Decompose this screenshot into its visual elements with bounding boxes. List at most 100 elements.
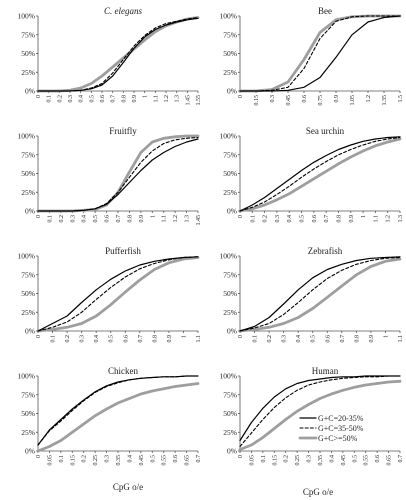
x-tick-label: 1 (383, 335, 389, 338)
x-tick-label: 0.75 (318, 95, 324, 106)
y-tick-label: 25% (21, 68, 35, 77)
legend-label-0: G+C=20-35% (318, 414, 364, 423)
x-tick-label: 0.3 (80, 335, 86, 343)
x-tick-label: 0.4 (329, 455, 335, 463)
x-tick-label: 0.6 (375, 455, 381, 463)
x-tick-label: 0.6 (123, 335, 129, 343)
x-tick-label: 1.1 (162, 215, 168, 223)
y-tick-label: 50% (223, 289, 237, 298)
x-tick-label: 0.25 (93, 455, 99, 466)
x-tick-label: 1.3 (185, 215, 191, 223)
x-tick-label: 0.1 (59, 455, 65, 463)
y-tick-label: 100% (220, 132, 238, 141)
series-line-2 (238, 137, 402, 213)
x-tick-label: 1.3 (398, 215, 404, 223)
x-tick-label: 0.3 (70, 215, 76, 223)
x-tick-label: 0.6 (312, 215, 318, 223)
x-tick-label: 0.9 (369, 335, 375, 343)
x-tick-label: 1.2 (164, 95, 170, 103)
x-tick-label: 1 (150, 215, 156, 218)
x-tick-label: 0 (36, 335, 42, 338)
x-tick-label: 0.5 (109, 335, 115, 343)
y-tick-label: 25% (223, 428, 237, 437)
x-tick-label: 0 (238, 455, 244, 458)
y-tick-label: 75% (223, 270, 237, 279)
x-tick-label: 0.45 (139, 455, 145, 466)
x-tick-label: 0.4 (82, 215, 88, 223)
x-tick-label: 0.4 (296, 335, 302, 343)
x-tick-label: 1.05 (350, 95, 356, 106)
y-tick-label: 75% (21, 390, 35, 399)
x-tick-label: 0.9 (167, 335, 173, 343)
x-tick-label: 0.8 (152, 335, 158, 343)
y-tick-label: 100% (18, 12, 36, 21)
x-tick-label: 0.2 (59, 215, 65, 223)
series-line-0 (37, 17, 199, 92)
y-tick-label: 75% (223, 30, 237, 39)
x-tick-label: 1.1 (153, 95, 159, 103)
x-tick-label: 0.6 (325, 335, 331, 343)
x-tick-label: 0.6 (302, 95, 308, 103)
x-tick-label: 1.45 (185, 95, 191, 106)
y-tick-label: 50% (21, 49, 35, 58)
x-tick-label: 0.1 (253, 335, 259, 343)
x-tick-label: 0.2 (82, 455, 88, 463)
x-tick-label: 0.7 (116, 215, 122, 223)
x-tick-label: 0.8 (354, 335, 360, 343)
series-line-0 (37, 138, 199, 212)
y-tick-label: 25% (21, 308, 35, 317)
x-tick-label: 1 (181, 335, 187, 338)
x-tick-label: 0.1 (261, 455, 267, 463)
series-line-0 (239, 15, 401, 92)
y-tick-label: 50% (223, 49, 237, 58)
x-tick-label: 0.7 (398, 455, 404, 463)
x-tick-label: 0.3 (270, 95, 276, 103)
y-tick-label: 25% (21, 188, 35, 197)
y-tick-label: 50% (21, 409, 35, 418)
x-tick-label: 0.6 (173, 455, 179, 463)
panel-3: 0% 25% 50% 75% 100% 0 0.1 0.2 0.3 0.4 0.5 0.6 0.7 0.8… (220, 126, 405, 223)
y-tick-label: 50% (223, 409, 237, 418)
legend-label-2: G+C>=50% (318, 434, 358, 443)
panel-title: Fruitfly (109, 126, 137, 136)
y-tick-label: 0% (227, 207, 237, 216)
x-tick-label: 0.5 (89, 95, 95, 103)
y-tick-label: 100% (18, 372, 36, 381)
x-tick-label: 0.65 (185, 455, 191, 466)
panel-title: Bee (318, 6, 332, 16)
x-tick-label: 0.5 (150, 455, 156, 463)
x-tick-label: 0.2 (263, 215, 269, 223)
x-tick-label: 0.2 (65, 335, 71, 343)
series-line-1 (239, 375, 401, 448)
x-tick-label: 0.9 (132, 95, 138, 103)
y-tick-label: 50% (21, 169, 35, 178)
x-tick-label: 1.55 (196, 95, 202, 106)
series-line-1 (239, 136, 401, 212)
x-tick-label: 0 (238, 95, 244, 98)
x-tick-label: 1 (143, 95, 149, 98)
y-tick-label: 25% (223, 68, 237, 77)
x-tick-label: 0.05 (249, 455, 255, 466)
x-tick-label: 0.5 (300, 215, 306, 223)
series-line-0 (37, 375, 199, 446)
y-tick-label: 75% (21, 270, 35, 279)
series-line-2 (36, 256, 200, 333)
x-tick-label: 0.6 (105, 215, 111, 223)
panel-1: 0% 25% 50% 75% 100% 0 0.15 0.3 0.45 0.6 0.75 0.9 1.0… (220, 6, 405, 106)
x-tick-label: 0.05 (47, 455, 53, 466)
y-tick-label: 75% (223, 390, 237, 399)
y-tick-label: 0% (227, 327, 237, 336)
x-tick-label: 0.2 (267, 335, 273, 343)
x-tick-label: 0.15 (70, 455, 76, 466)
panel-title: Zebrafish (308, 246, 343, 256)
x-tick-label: 0.9 (349, 215, 355, 223)
y-tick-label: 0% (227, 87, 237, 96)
y-tick-label: 75% (21, 150, 35, 159)
y-tick-label: 100% (18, 132, 36, 141)
x-tick-label: 0.9 (334, 95, 340, 103)
x-tick-label: 1.45 (196, 215, 202, 226)
x-tick-label: 1.1 (373, 215, 379, 223)
panel-title: Pufferfish (105, 246, 141, 256)
x-tick-label: 1.1 (196, 335, 202, 343)
